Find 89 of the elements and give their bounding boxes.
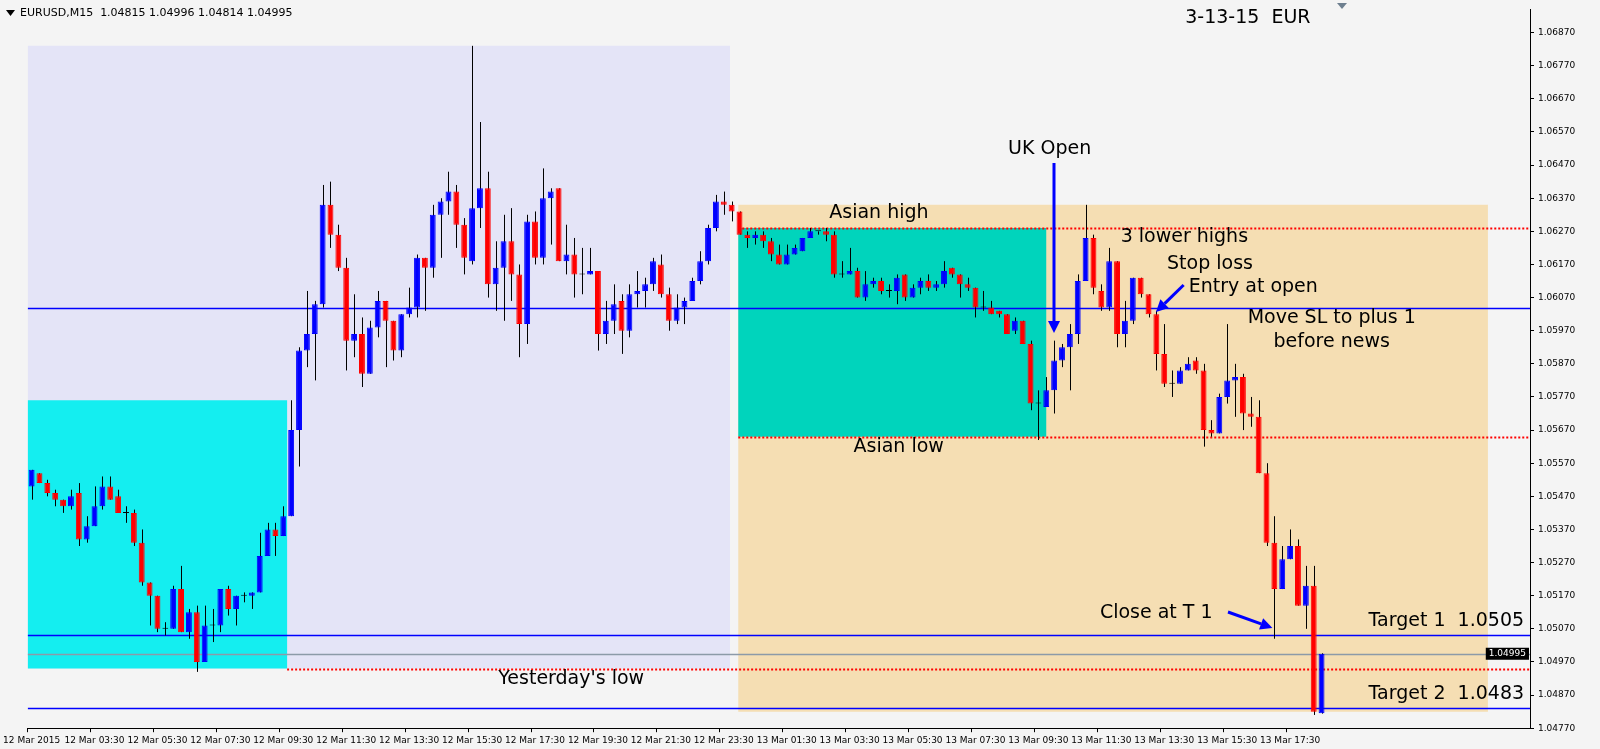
x-tick-label: 13 Mar 05:30 [882, 734, 943, 745]
ref-line-label: Asian low [853, 433, 944, 456]
y-tick-label: 1.05270 [1538, 556, 1576, 567]
x-tick-label: 12 Mar 07:30 [190, 734, 251, 745]
candlestick [28, 469, 35, 501]
y-tick-label: 1.06870 [1538, 26, 1576, 37]
x-tick-label: 12 Mar 13:30 [379, 734, 440, 745]
x-tick-label: 13 Mar 03:30 [819, 734, 880, 745]
x-tick-label: 13 Mar 09:30 [1008, 734, 1069, 745]
candlestick [571, 237, 578, 299]
x-tick-label: 12 Mar 19:30 [567, 734, 629, 745]
candlestick [233, 595, 240, 627]
candlestick [382, 300, 389, 368]
candlestick [115, 489, 122, 514]
y-tick-label: 1.06570 [1538, 126, 1576, 137]
x-tick-label: 13 Mar 11:30 [1071, 734, 1132, 745]
candlestick [437, 197, 444, 259]
x-tick-label: 12 Mar 11:30 [316, 734, 377, 745]
annotation: 3 lower highs [1120, 223, 1249, 246]
y-tick-label: 1.05070 [1538, 623, 1576, 634]
candlestick [886, 283, 892, 299]
ref-line-label: Target 2 1.0483 [1367, 681, 1525, 704]
candlestick [1043, 376, 1050, 408]
chart-title: EURUSD,M15 1.04815 1.04996 1.04814 1.04995 [20, 5, 293, 19]
y-tick-label: 1.06770 [1538, 60, 1576, 71]
ref-line-label: Asian high [829, 199, 929, 222]
candlestick [1059, 343, 1065, 368]
candlestick [768, 237, 774, 262]
annotation: UK Open [1008, 135, 1092, 158]
y-tick-label: 1.04870 [1538, 689, 1576, 700]
candlestick [421, 257, 428, 312]
y-tick-label: 1.06370 [1538, 192, 1576, 203]
ref-line-label: Yesterday's low [497, 665, 645, 688]
y-tick-label: 1.05870 [1538, 358, 1576, 369]
x-tick-label: 12 Mar 15:30 [442, 734, 503, 745]
x-tick-label: 13 Mar 15:30 [1197, 734, 1258, 745]
x-tick-label: 12 Mar 17:30 [504, 734, 566, 745]
candlestick [1224, 323, 1231, 405]
candlestick [1287, 528, 1294, 560]
candlestick [280, 505, 287, 537]
candlestick [67, 489, 74, 511]
y-tick-label: 1.05770 [1538, 391, 1576, 402]
candlestick [1098, 283, 1105, 312]
candlestick [123, 505, 129, 524]
candlestick [893, 273, 900, 305]
y-tick-label: 1.05370 [1538, 523, 1576, 534]
x-tick-label: 12 Mar 2015 [3, 734, 61, 745]
y-tick-label: 1.06070 [1538, 291, 1576, 302]
x-tick-label: 13 Mar 01:30 [756, 734, 818, 745]
y-tick-label: 1.06670 [1538, 93, 1576, 104]
y-tick-label: 1.05670 [1538, 424, 1576, 435]
annotation: Move SL to plus 1 before news [1247, 304, 1416, 351]
x-tick-label: 12 Mar 09:30 [253, 734, 314, 745]
candlestick [901, 273, 908, 302]
chart-subtitle: 3-13-15 EUR [1185, 4, 1311, 27]
y-tick-label: 1.04970 [1538, 656, 1576, 667]
y-tick-label: 1.05470 [1538, 490, 1576, 501]
candlestick [146, 581, 153, 627]
candlestick [476, 121, 483, 229]
candlestick [941, 260, 947, 289]
x-tick-label: 12 Mar 23:30 [693, 734, 755, 745]
y-tick-label: 1.05570 [1538, 457, 1576, 468]
x-tick-label: 12 Mar 03:30 [64, 734, 125, 745]
candlestick [225, 585, 232, 617]
y-tick-label: 1.06170 [1538, 258, 1576, 269]
candlestick [697, 250, 704, 285]
ref-line-label: Target 1 1.0505 [1367, 608, 1525, 631]
candlestick [862, 270, 869, 302]
x-tick-label: 13 Mar 07:30 [945, 734, 1006, 745]
y-tick-label: 1.04770 [1538, 722, 1576, 733]
candlestick [99, 475, 106, 511]
candlestick [1302, 565, 1309, 630]
x-tick-label: 13 Mar 17:30 [1260, 734, 1321, 745]
x-tick-label: 12 Mar 05:30 [127, 734, 188, 745]
annotation: Stop loss [1166, 250, 1253, 273]
candlestick [1066, 323, 1073, 391]
y-tick-label: 1.05170 [1538, 590, 1576, 601]
candlestick [689, 277, 696, 302]
y-tick-label: 1.05970 [1538, 325, 1576, 336]
annotation: Entry at open [1188, 273, 1318, 296]
candlestick [650, 257, 656, 292]
y-tick-label: 1.06470 [1538, 159, 1576, 170]
candlestick [272, 522, 279, 557]
ref-line-label: 1.04995 [1488, 648, 1526, 659]
candlestick [83, 515, 90, 544]
y-tick-label: 1.06270 [1538, 225, 1576, 236]
x-tick-label: 13 Mar 13:30 [1134, 734, 1195, 745]
x-tick-label: 12 Mar 21:30 [630, 734, 692, 745]
annotation: Close at T 1 [1099, 599, 1213, 622]
